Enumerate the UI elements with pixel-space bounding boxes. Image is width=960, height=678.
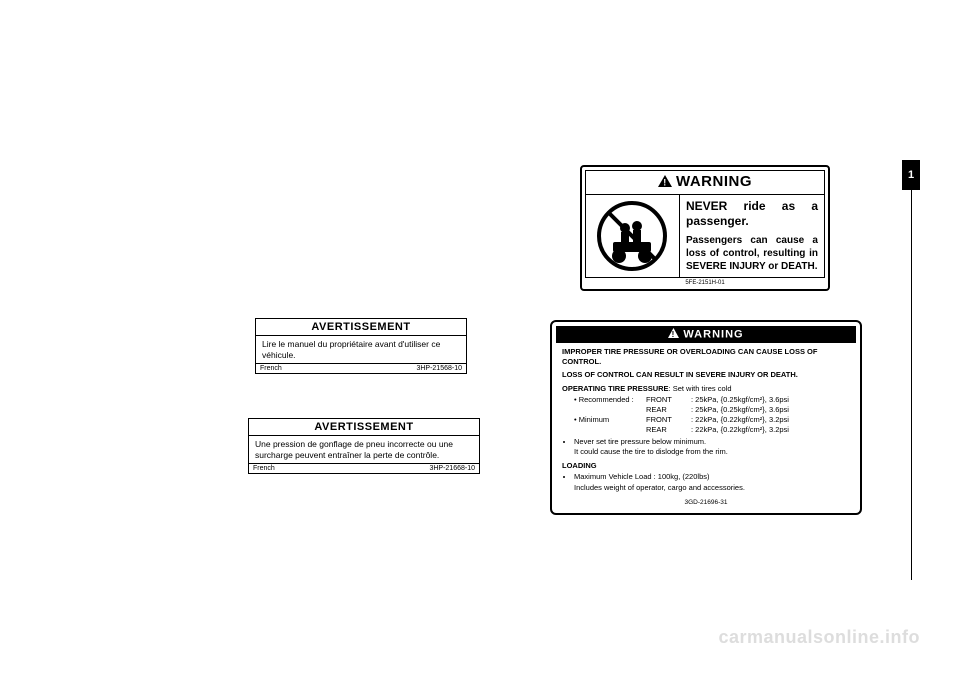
tire-loading-line1: Maximum Vehicle Load : 100kg, (220lbs)	[574, 472, 710, 481]
svg-text:!: !	[663, 177, 667, 187]
cell: : 22kPa, {0.22kgf/cm²}, 3.2psi	[691, 425, 850, 435]
table-row: • Minimum FRONT : 22kPa, {0.22kgf/cm²}, …	[574, 415, 850, 425]
label-warning-passenger: ! WARNING	[580, 165, 830, 291]
label-footer-left: French	[253, 465, 275, 472]
label-footer: French 3HP-21568-10	[256, 364, 466, 373]
watermark-text: carmanualsonline.info	[718, 627, 920, 648]
cell: • Recommended :	[574, 395, 646, 405]
label-code: 3GD-21696-31	[562, 497, 850, 508]
label-footer: French 3HP-21668-10	[249, 464, 479, 473]
side-tab-line	[911, 190, 920, 580]
tire-never-line1: Never set tire pressure below minimum.	[574, 437, 706, 446]
label-french-tire: AVERTISSEMENT Une pression de gonflage d…	[248, 418, 480, 474]
warning-line2: Passengers can cause a loss of control, …	[686, 234, 818, 273]
list-item: Maximum Vehicle Load : 100kg, (220lbs) I…	[574, 472, 850, 492]
warning-title: ! WARNING	[556, 326, 856, 343]
tire-never-line2: It could cause the tire to dislodge from…	[574, 447, 728, 456]
cell: • Minimum	[574, 415, 646, 425]
warning-triangle-icon: !	[658, 174, 672, 191]
list-item: Never set tire pressure below minimum. I…	[574, 437, 850, 457]
warning-triangle-icon: !	[668, 328, 679, 341]
tire-never-list: Never set tire pressure below minimum. I…	[562, 437, 850, 457]
tire-op-note: : Set with tires cold	[669, 384, 732, 393]
side-tab-active: 1	[902, 160, 920, 190]
tire-spec-table: • Recommended : FRONT : 25kPa, {0.25kgf/…	[574, 395, 850, 436]
warning-line1: NEVER ride as a passenger.	[686, 199, 818, 230]
tire-loading-title: LOADING	[562, 461, 850, 471]
label-footer-left: French	[260, 365, 282, 372]
cell: FRONT	[646, 395, 691, 405]
svg-text:!: !	[672, 330, 676, 338]
tire-op-title: OPERATING TIRE PRESSURE	[562, 384, 669, 393]
warning-text-cell: NEVER ride as a passenger. Passengers ca…	[680, 195, 824, 277]
cell: REAR	[646, 425, 691, 435]
label-title: AVERTISSEMENT	[249, 419, 479, 436]
warning-title-text: WARNING	[676, 173, 752, 190]
cell: : 22kPa, {0.22kgf/cm²}, 3.2psi	[691, 415, 850, 425]
label-body: Une pression de gonflage de pneu incorre…	[249, 436, 479, 464]
label-code: 5FE-2151H-01	[585, 278, 825, 286]
label-body: Lire le manuel du propriétaire avant d'u…	[256, 336, 466, 364]
tire-hdr2: LOSS OF CONTROL CAN RESULT IN SEVERE INJ…	[562, 370, 850, 380]
cell: REAR	[646, 405, 691, 415]
table-row: REAR : 22kPa, {0.22kgf/cm²}, 3.2psi	[574, 425, 850, 435]
tire-hdr1: IMPROPER TIRE PRESSURE OR OVERLOADING CA…	[562, 347, 850, 367]
side-tab-strip: 1	[902, 160, 920, 580]
label-title: AVERTISSEMENT	[256, 319, 466, 336]
label-footer-right: 3HP-21668-10	[429, 465, 475, 472]
cell: : 25kPa, {0.25kgf/cm²}, 3.6psi	[691, 395, 850, 405]
warning-title-text: WARNING	[683, 328, 743, 340]
table-row: REAR : 25kPa, {0.25kgf/cm²}, 3.6psi	[574, 405, 850, 415]
label-footer-right: 3HP-21568-10	[416, 365, 462, 372]
cell	[574, 425, 646, 435]
tire-loading-list: Maximum Vehicle Load : 100kg, (220lbs) I…	[562, 472, 850, 492]
cell: : 25kPa, {0.25kgf/cm²}, 3.6psi	[691, 405, 850, 415]
cell	[574, 405, 646, 415]
label-warning-tire: ! WARNING IMPROPER TIRE PRESSURE OR OVER…	[550, 320, 862, 515]
label-french-manual: AVERTISSEMENT Lire le manuel du propriét…	[255, 318, 467, 374]
tire-loading-line2: Includes weight of operator, cargo and a…	[574, 483, 745, 492]
no-passenger-pictogram	[586, 195, 680, 277]
warning-body: IMPROPER TIRE PRESSURE OR OVERLOADING CA…	[556, 343, 856, 509]
cell: FRONT	[646, 415, 691, 425]
table-row: • Recommended : FRONT : 25kPa, {0.25kgf/…	[574, 395, 850, 405]
warning-title: ! WARNING	[586, 171, 824, 195]
